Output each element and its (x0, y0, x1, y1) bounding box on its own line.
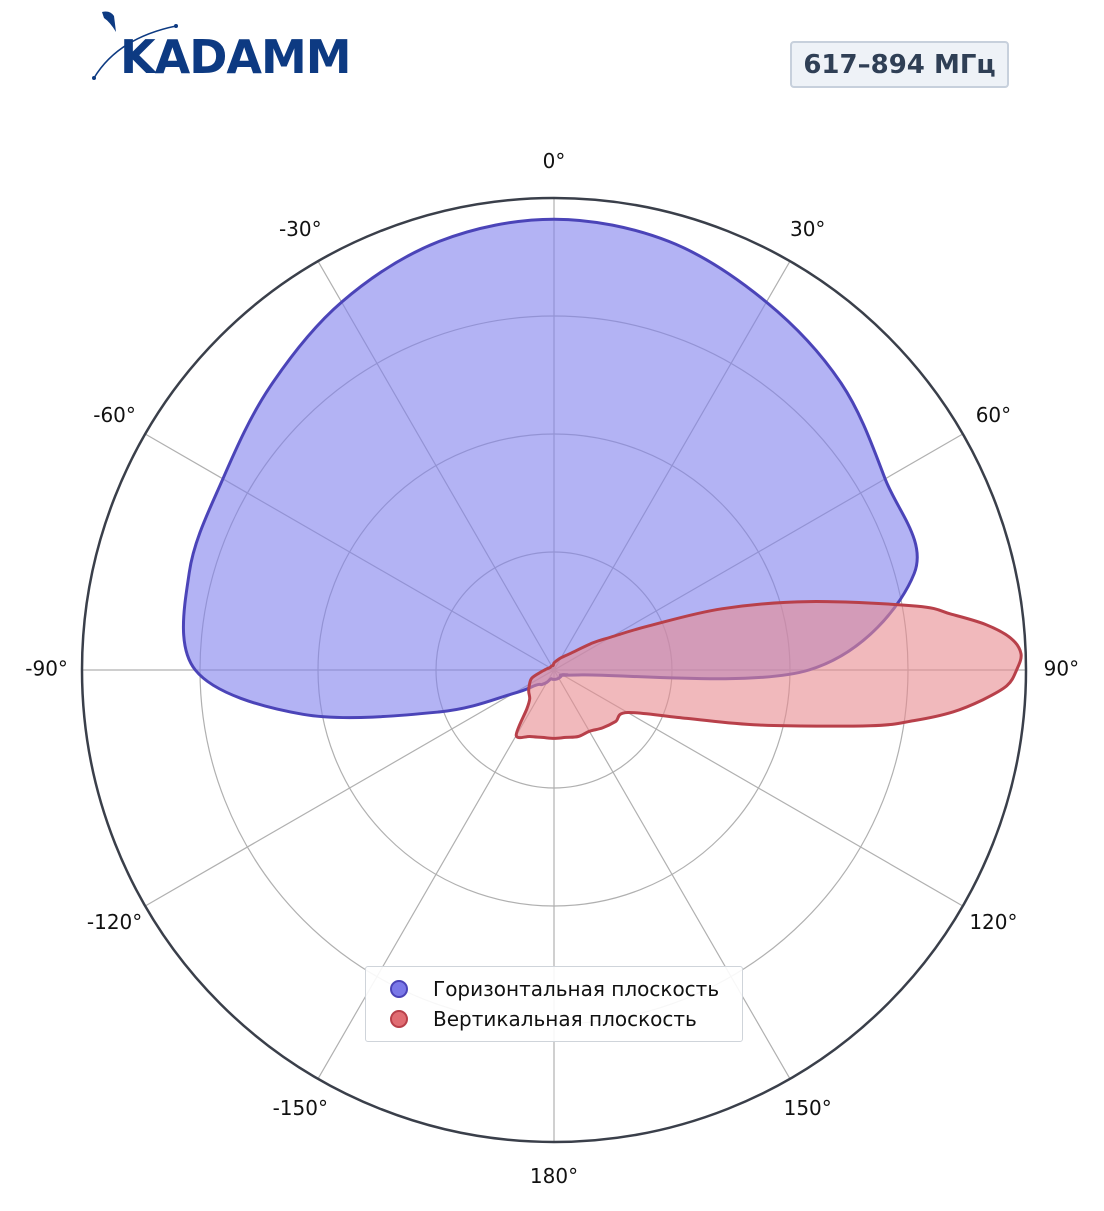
outer-ring (80, 196, 1028, 1144)
angle-tick-label: -90° (25, 657, 68, 681)
spoke-8 (144, 669, 555, 907)
angle-tick-label: -60° (93, 403, 136, 427)
logo-swoosh-icon (92, 11, 178, 80)
angular-tick-labels: 0° 30° 60° 90° 120° 150° 180° -150° -120° -90° -60… (25, 149, 1079, 1188)
logo-text: KADAMM (120, 30, 352, 84)
spoke-7 (317, 669, 555, 1080)
angle-tick-label: -120° (87, 910, 142, 934)
legend-marker-vertical (390, 1010, 408, 1028)
angle-tick-label: 120° (969, 910, 1017, 934)
angle-tick-label: -30° (279, 217, 322, 241)
angle-tick-label: 90° (1044, 657, 1079, 681)
series-layer (181, 217, 1023, 740)
angle-tick-label: 30° (790, 217, 825, 241)
kadamm-logo: KADAMM (88, 8, 368, 84)
angle-tick-label: 0° (543, 149, 566, 173)
legend-marker-horizontal (390, 980, 408, 998)
angle-tick-label: -150° (273, 1096, 328, 1120)
angle-tick-label: 150° (784, 1096, 832, 1120)
angle-tick-label: 180° (530, 1164, 578, 1188)
legend-label-horizontal: Горизонтальная плоскость (433, 977, 720, 1001)
frequency-badge: 617–894 МГц (790, 41, 1009, 88)
spoke-5 (553, 669, 791, 1080)
chart-legend: Горизонтальная плоскость Вертикальная пл… (365, 966, 743, 1042)
legend-label-vertical: Вертикальная плоскость (433, 1007, 697, 1031)
angle-tick-label: 60° (976, 403, 1011, 427)
vertical-pattern (514, 600, 1023, 740)
